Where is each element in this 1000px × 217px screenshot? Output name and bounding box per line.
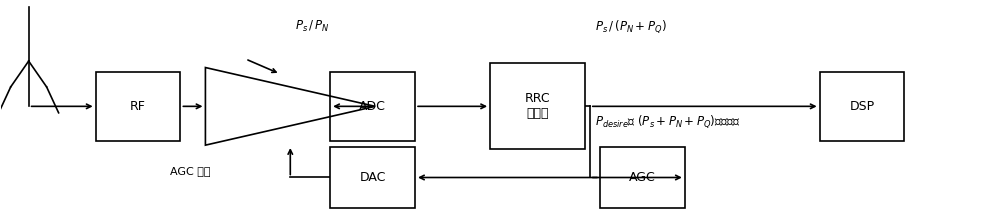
FancyBboxPatch shape <box>96 72 180 141</box>
FancyBboxPatch shape <box>330 72 415 141</box>
FancyBboxPatch shape <box>490 63 585 150</box>
Text: DAC: DAC <box>359 171 386 184</box>
Text: $P_s\,/\,P_N$: $P_s\,/\,P_N$ <box>295 19 330 34</box>
Text: $P_s\,/\,(P_N+P_Q)$: $P_s\,/\,(P_N+P_Q)$ <box>595 18 666 35</box>
FancyBboxPatch shape <box>820 72 904 141</box>
Text: RRC
滤波器: RRC 滤波器 <box>525 92 550 120</box>
FancyBboxPatch shape <box>600 147 685 208</box>
Text: RF: RF <box>130 100 146 113</box>
Text: ADC: ADC <box>359 100 386 113</box>
Text: DSP: DSP <box>849 100 875 113</box>
Text: $P_{desire}$与 $(P_s+P_N+P_Q)$进行比较: $P_{desire}$与 $(P_s+P_N+P_Q)$进行比较 <box>595 113 740 130</box>
Text: AGC: AGC <box>629 171 656 184</box>
Text: AGC 增益: AGC 增益 <box>170 166 211 176</box>
FancyBboxPatch shape <box>330 147 415 208</box>
